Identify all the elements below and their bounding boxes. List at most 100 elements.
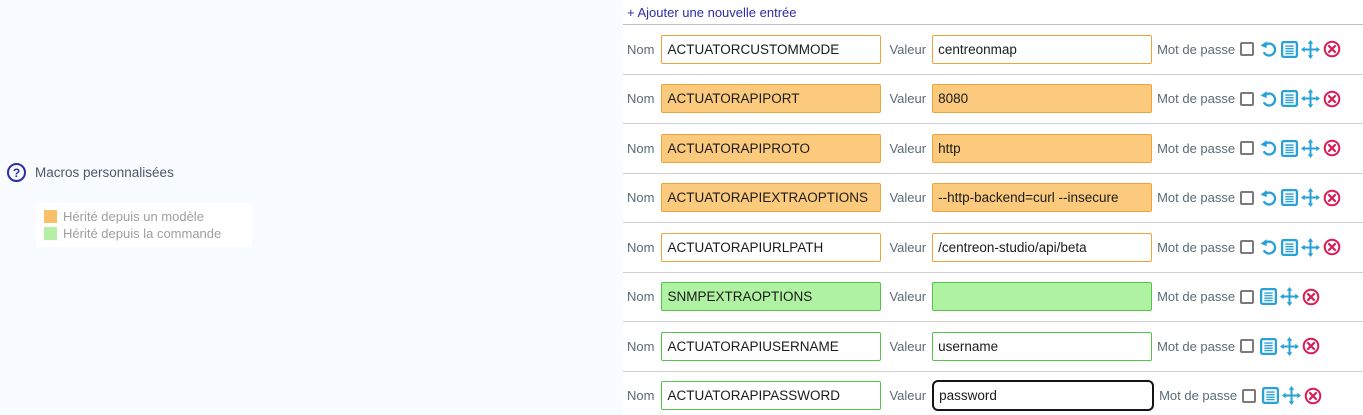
macro-rows: Nom Valeur Mot de passe <box>623 25 1363 415</box>
macro-row: Nom Valeur Mot de passe <box>623 73 1363 124</box>
move-icon[interactable] <box>1301 237 1321 257</box>
name-label: Nom <box>627 41 655 57</box>
macro-value-input[interactable] <box>932 133 1153 163</box>
macro-legend: Hérité depuis un modèle Hérité depuis la… <box>36 203 252 247</box>
password-label: Mot de passe <box>1157 338 1236 354</box>
description-icon[interactable] <box>1281 40 1299 58</box>
password-checkbox[interactable] <box>1240 339 1255 354</box>
macro-name-input[interactable] <box>661 381 882 411</box>
description-icon[interactable] <box>1281 139 1299 157</box>
password-checkbox[interactable] <box>1240 190 1255 205</box>
macro-name-input[interactable] <box>661 133 882 163</box>
password-checkbox[interactable] <box>1240 91 1255 106</box>
value-label: Valeur <box>889 388 927 404</box>
undo-icon[interactable] <box>1260 139 1278 157</box>
description-icon[interactable] <box>1281 238 1299 256</box>
value-label: Valeur <box>889 91 927 107</box>
macro-name-input[interactable] <box>661 331 882 361</box>
password-label: Mot de passe <box>1157 289 1236 305</box>
value-label: Valeur <box>889 239 927 255</box>
delete-icon[interactable] <box>1323 139 1341 157</box>
password-checkbox[interactable] <box>1240 42 1255 57</box>
delete-icon[interactable] <box>1323 90 1341 108</box>
macro-row: Nom Valeur Mot de passe <box>623 370 1363 415</box>
macro-name-input[interactable] <box>661 183 882 213</box>
description-icon[interactable] <box>1260 288 1278 306</box>
name-label: Nom <box>627 140 655 156</box>
macro-name-input[interactable] <box>661 34 882 64</box>
macro-row: Nom Valeur Mot de passe <box>623 123 1363 173</box>
password-checkbox[interactable] <box>1240 240 1255 255</box>
password-label: Mot de passe <box>1159 388 1238 404</box>
value-label: Valeur <box>889 190 927 206</box>
value-label: Valeur <box>889 338 927 354</box>
undo-icon[interactable] <box>1260 90 1278 108</box>
custom-macros-form: + Ajouter une nouvelle entrée Nom Valeur… <box>623 0 1363 415</box>
description-icon[interactable] <box>1260 337 1278 355</box>
section-header: ? Macros personnalisées <box>7 163 174 182</box>
macro-name-input[interactable] <box>661 232 882 262</box>
password-label: Mot de passe <box>1157 190 1236 206</box>
delete-icon[interactable] <box>1323 189 1341 207</box>
password-checkbox[interactable] <box>1240 141 1255 156</box>
add-new-entry-link[interactable]: + Ajouter une nouvelle entrée <box>627 4 797 20</box>
value-label: Valeur <box>889 140 927 156</box>
move-icon[interactable] <box>1301 89 1321 109</box>
macro-value-input[interactable] <box>932 331 1153 361</box>
description-icon[interactable] <box>1281 90 1299 108</box>
macro-value-input[interactable] <box>932 34 1153 64</box>
move-icon[interactable] <box>1301 39 1321 59</box>
undo-icon[interactable] <box>1260 189 1278 207</box>
name-label: Nom <box>627 289 655 305</box>
macro-value-input[interactable] <box>932 84 1153 114</box>
password-label: Mot de passe <box>1157 140 1236 156</box>
move-icon[interactable] <box>1280 336 1300 356</box>
description-icon[interactable] <box>1262 387 1280 405</box>
macro-value-input[interactable] <box>932 282 1153 312</box>
undo-icon[interactable] <box>1260 238 1278 256</box>
name-label: Nom <box>627 338 655 354</box>
name-label: Nom <box>627 388 655 404</box>
macro-row: Nom Valeur Mot de passe <box>623 25 1363 74</box>
legend-label: Hérité depuis un modèle <box>63 209 204 224</box>
move-icon[interactable] <box>1280 287 1300 307</box>
password-checkbox[interactable] <box>1242 388 1257 403</box>
name-label: Nom <box>627 190 655 206</box>
macro-value-input[interactable] <box>932 232 1153 262</box>
macro-value-input[interactable] <box>932 380 1155 412</box>
legend-label: Hérité depuis la commande <box>63 226 222 241</box>
help-icon[interactable]: ? <box>7 163 26 182</box>
password-label: Mot de passe <box>1157 91 1236 107</box>
description-icon[interactable] <box>1281 189 1299 207</box>
macro-name-input[interactable] <box>661 282 882 312</box>
delete-icon[interactable] <box>1304 387 1322 405</box>
delete-icon[interactable] <box>1323 238 1341 256</box>
move-icon[interactable] <box>1301 188 1321 208</box>
delete-icon[interactable] <box>1302 337 1320 355</box>
password-label: Mot de passe <box>1157 41 1236 57</box>
macro-name-input[interactable] <box>661 84 882 114</box>
delete-icon[interactable] <box>1323 40 1341 58</box>
template-color-swatch <box>44 210 57 223</box>
undo-icon[interactable] <box>1260 40 1278 58</box>
password-checkbox[interactable] <box>1240 289 1255 304</box>
legend-item-command: Hérité depuis la commande <box>44 225 244 242</box>
move-icon[interactable] <box>1282 386 1302 406</box>
macro-row: Nom Valeur Mot de passe <box>623 321 1363 371</box>
legend-item-template: Hérité depuis un modèle <box>44 208 244 225</box>
macro-value-input[interactable] <box>932 183 1153 213</box>
add-entry-row: + Ajouter une nouvelle entrée <box>623 0 1363 25</box>
password-label: Mot de passe <box>1157 239 1236 255</box>
macro-row: Nom Valeur Mot de passe <box>623 222 1363 272</box>
left-column: ? Macros personnalisées Hérité depuis un… <box>0 0 623 415</box>
macro-row: Nom Valeur Mot de passe <box>623 172 1363 223</box>
macro-row: Nom Valeur Mot de passe <box>623 271 1363 322</box>
name-label: Nom <box>627 91 655 107</box>
delete-icon[interactable] <box>1302 288 1320 306</box>
value-label: Valeur <box>889 41 927 57</box>
value-label: Valeur <box>889 289 927 305</box>
command-color-swatch <box>44 227 57 240</box>
move-icon[interactable] <box>1301 138 1321 158</box>
name-label: Nom <box>627 239 655 255</box>
